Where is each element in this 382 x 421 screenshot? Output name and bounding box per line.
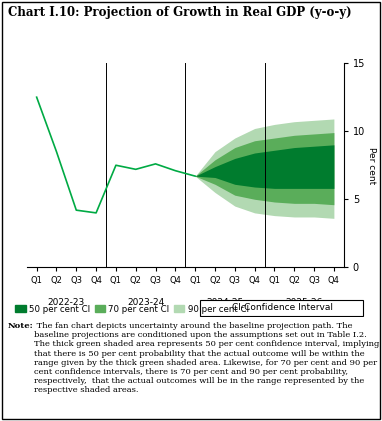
Text: Chart I.10: Projection of Growth in Real GDP (y-o-y): Chart I.10: Projection of Growth in Real… — [8, 6, 351, 19]
Legend: 50 per cent CI, 70 per cent CI, 90 per cent CI: 50 per cent CI, 70 per cent CI, 90 per c… — [12, 301, 252, 317]
Text: The fan chart depicts uncertainty around the baseline projection path. The basel: The fan chart depicts uncertainty around… — [34, 322, 380, 394]
Text: Note:: Note: — [8, 322, 33, 330]
Text: 2023-24: 2023-24 — [127, 298, 164, 307]
FancyBboxPatch shape — [200, 300, 363, 316]
Text: CI-Confidence Interval: CI-Confidence Interval — [232, 303, 333, 312]
Y-axis label: Per cent: Per cent — [367, 147, 376, 184]
Text: 2022-23: 2022-23 — [48, 298, 85, 307]
Text: 2024-25: 2024-25 — [206, 298, 244, 307]
Text: 2025-26: 2025-26 — [285, 298, 323, 307]
